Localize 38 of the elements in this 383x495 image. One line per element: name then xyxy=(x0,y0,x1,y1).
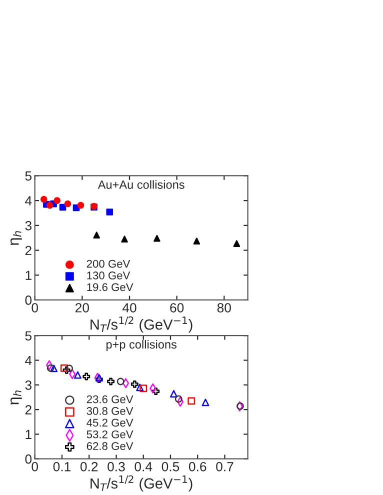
x-tick-label: 0 xyxy=(32,303,38,312)
x-axis-title: N$_{T}$/s$^{1/2}$ (GeV$^{−1}$) xyxy=(90,316,192,333)
y-tick-label: 3 xyxy=(25,220,32,230)
x-tick-label: 40 xyxy=(122,303,136,312)
x-tick-label: 20 xyxy=(76,303,89,312)
x-tick-label: 0.4 xyxy=(134,462,152,472)
y-axis-title: η$_{h}$ xyxy=(10,390,22,404)
x-tick-label: 80 xyxy=(217,303,231,312)
legend-label: 23.6 GeV xyxy=(86,395,134,404)
legend-label: 130 GeV xyxy=(87,272,130,280)
annotation: Au+Au collisions xyxy=(98,180,184,189)
legend-label: 30.8 GeV xyxy=(86,407,134,415)
y-tick-label: 4 xyxy=(25,356,32,366)
y-tick-label: 0 xyxy=(25,296,32,305)
x-tick-label: 0.5 xyxy=(162,462,180,472)
y-tick-label: 2 xyxy=(25,405,32,414)
y-tick-label: 0 xyxy=(25,454,32,464)
y-tick-label: 2 xyxy=(25,246,32,256)
annotation: p+p collisions xyxy=(106,340,177,351)
x-tick-label: 0.3 xyxy=(108,462,125,472)
x-tick-label: 60 xyxy=(170,303,184,312)
x-tick-label: 0.1 xyxy=(53,462,71,472)
y-tick-label: 1 xyxy=(26,430,32,439)
legend-label: 200 GeV xyxy=(86,260,130,268)
y-tick-label: 1 xyxy=(26,270,32,280)
legend-label: 53.2 GeV xyxy=(86,430,134,438)
x-axis-title: N$_{T}$/s$^{1/2}$ (GeV$^{−1}$) xyxy=(90,475,192,492)
x-tick-label: 0.2 xyxy=(80,462,98,472)
legend-label: 62.8 GeV xyxy=(86,442,134,450)
legend-label: 19.6 GeV xyxy=(87,283,134,292)
y-tick-label: 4 xyxy=(25,196,32,206)
y-tick-label: 5 xyxy=(25,171,32,181)
y-tick-label: 5 xyxy=(25,331,32,341)
y-axis-title: η$_{h}$ xyxy=(10,231,22,245)
legend-label: 45.2 GeV xyxy=(86,418,134,427)
x-tick-label: 0.6 xyxy=(188,462,206,472)
y-tick-label: 3 xyxy=(25,380,32,390)
x-tick-label: 0.7 xyxy=(216,462,234,472)
